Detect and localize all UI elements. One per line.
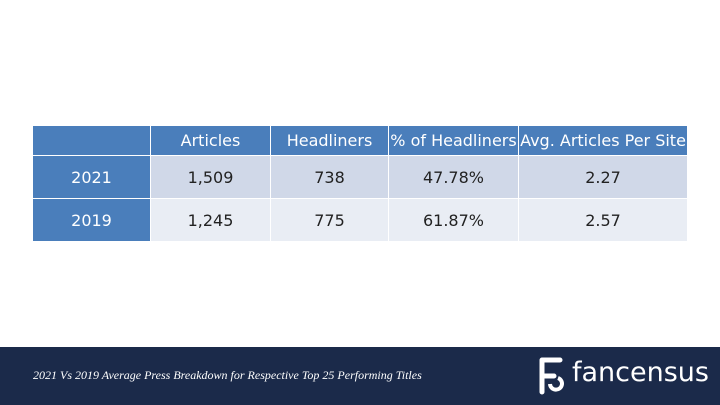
header-cell: Articles: [151, 126, 271, 156]
table-cell: 47.78%: [389, 156, 519, 199]
footer: 2021 Vs 2019 Average Press Breakdown for…: [0, 347, 720, 405]
header-cell: % of Headliners: [389, 126, 519, 156]
table-cell: 2.57: [519, 199, 688, 242]
header-corner: [33, 126, 151, 156]
header-cell: Avg. Articles Per Site: [519, 126, 688, 156]
row-label: 2019: [33, 199, 151, 242]
caption: 2021 Vs 2019 Average Press Breakdown for…: [33, 368, 422, 382]
logo-icon: [539, 357, 564, 395]
table-cell: 775: [271, 199, 389, 242]
header-cell: Headliners: [271, 126, 389, 156]
table-cell: 61.87%: [389, 199, 519, 242]
table-cell: 1,245: [151, 199, 271, 242]
row-label: 2021: [33, 156, 151, 199]
table-cell: 738: [271, 156, 389, 199]
table-cell: 1,509: [151, 156, 271, 199]
table-cell: 2.27: [519, 156, 688, 199]
logo-text: fancensus: [572, 357, 709, 388]
